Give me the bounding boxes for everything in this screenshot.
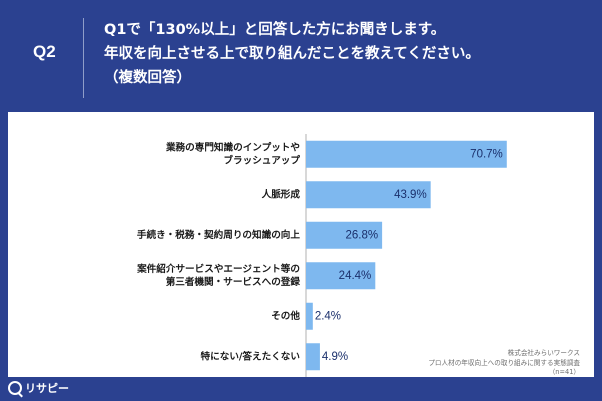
bar [306, 140, 507, 168]
question-number: Q2 [33, 42, 56, 61]
source-company: 株式会社みらいワークス [507, 349, 580, 357]
question-header: Q2 Q1で「130%以上」と回答した方にお聞きします。 年収を向上させる上で取… [0, 0, 602, 112]
data-label: 43.9% [394, 189, 427, 201]
category-label-line: 案件紹介サービスやエージェント等の [136, 263, 300, 275]
data-label: 26.8% [346, 229, 379, 241]
search-icon [8, 381, 22, 395]
category-label: 人脈形成 [262, 188, 301, 200]
category-label-line: 第三者機関・サービスへの登録 [166, 276, 301, 288]
category-label: 案件紹介サービスやエージェント等の第三者機関・サービスへの登録 [136, 263, 300, 288]
bar [306, 262, 376, 290]
bar [306, 181, 431, 209]
category-label: その他 [271, 310, 300, 322]
question-text: Q1で「130%以上」と回答した方にお聞きします。 年収を向上させる上で取り組ん… [104, 18, 594, 90]
category-label: 業務の専門知識のインプットやブラッシュアップ [165, 141, 300, 166]
category-label: 特にない/答えたくない [201, 350, 301, 362]
data-label: 70.7% [470, 148, 503, 160]
source-survey: プロ人材の年収向上への取り組みに関する実態調査 [428, 358, 580, 367]
data-label: 4.9% [322, 351, 348, 363]
question-line: 年収を向上させる上で取り組んだことを教えてください。 [104, 46, 480, 62]
bar [306, 343, 320, 371]
question-line: Q1で「130%以上」と回答した方にお聞きします。 [104, 22, 446, 38]
brand-name: リサピー [25, 382, 69, 395]
category-label-line: 業務の専門知識のインプットや [165, 141, 300, 153]
bar [306, 221, 383, 249]
source-sample-size: （n=41） [548, 368, 580, 376]
data-label: 24.4% [339, 270, 372, 282]
chart-panel: 70.7% 業務の専門知識のインプットやブラッシュアップ 43.9% 人脈形成 26.8… [8, 112, 594, 377]
category-label-line: 手続き・税務・契約周りの知識の向上 [137, 229, 300, 241]
question-line: （複数回答） [104, 70, 191, 86]
category-label-line: 人脈形成 [262, 188, 301, 200]
header-divider [83, 18, 84, 98]
category-label: 手続き・税務・契約周りの知識の向上 [137, 229, 300, 241]
bar-chart: 70.7% 業務の専門知識のインプットやブラッシュアップ 43.9% 人脈形成 26.8… [136, 134, 507, 377]
bar [306, 302, 313, 330]
category-label-line: ブラッシュアップ [223, 154, 300, 166]
category-label-line: その他 [271, 310, 300, 322]
source-note: 株式会社みらいワークス プロ人材の年収向上への取り組みに関する実態調査 （n=4… [428, 349, 580, 378]
brand-logo: リサピー [8, 380, 69, 396]
category-label-line: 特にない/答えたくない [201, 350, 301, 362]
data-label: 2.4% [315, 310, 341, 322]
